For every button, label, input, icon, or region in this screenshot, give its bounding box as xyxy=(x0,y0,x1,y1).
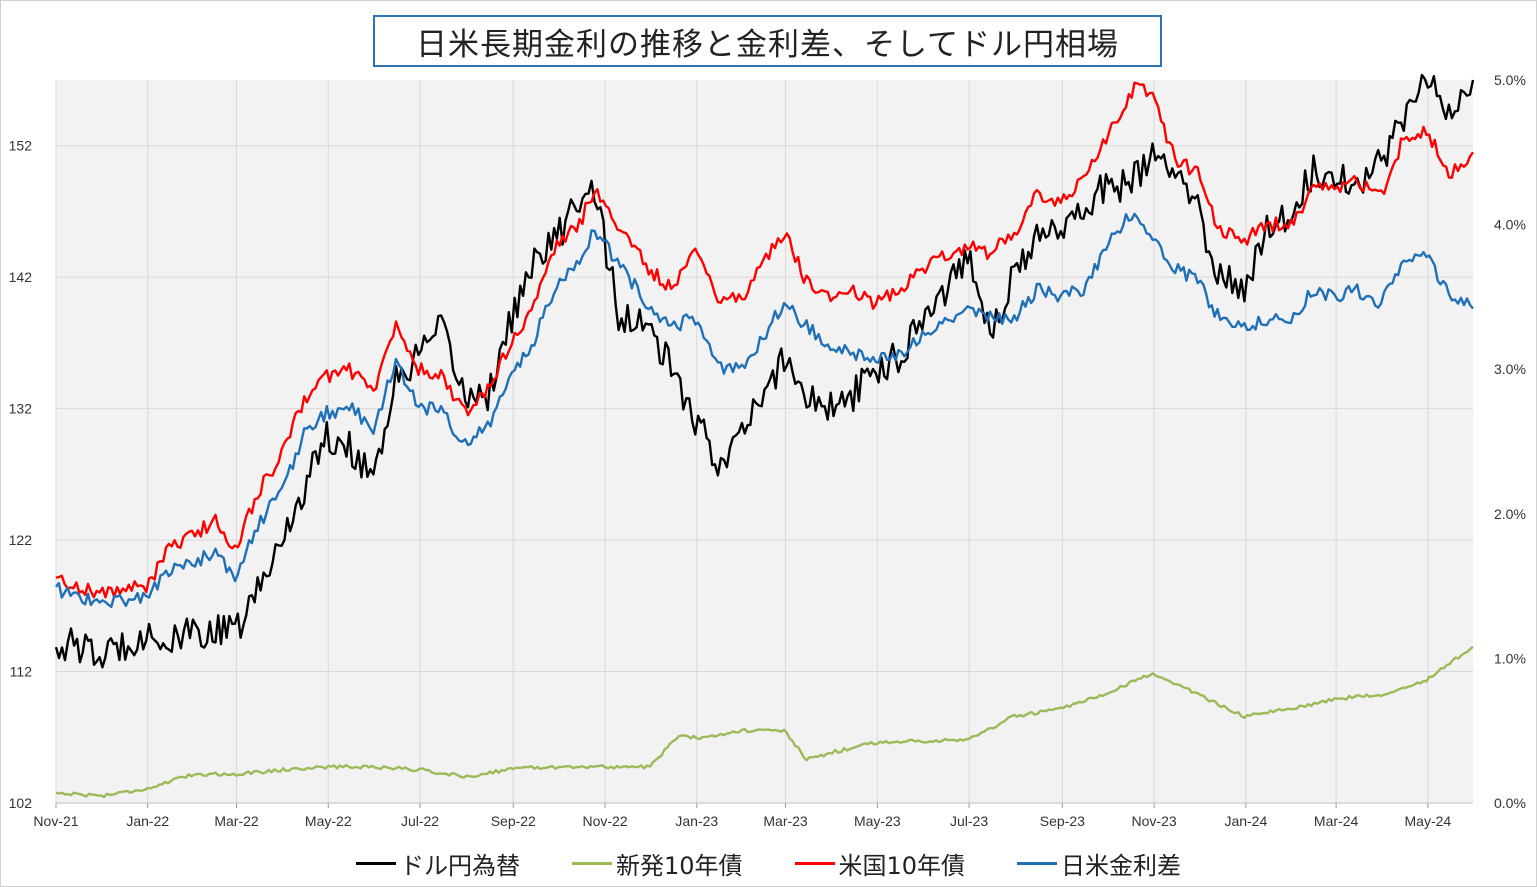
x-tick-label: Nov-21 xyxy=(33,813,78,829)
legend-label-jgb10y: 新発10年債 xyxy=(615,851,743,880)
legend-swatch-ust10y xyxy=(794,861,835,865)
legend-label-spread: 日米金利差 xyxy=(1061,851,1182,880)
x-tick-label: May-23 xyxy=(854,813,901,829)
x-tick-label: Jul-22 xyxy=(401,813,439,829)
x-tick-label: Jan-23 xyxy=(675,813,718,829)
series-line-1 xyxy=(55,645,1474,799)
y-left-tick-label: 122 xyxy=(9,532,33,548)
y-left-tick-label: 152 xyxy=(9,138,33,154)
legend-swatch-jgb10y xyxy=(571,861,612,865)
legend-item-spread: 日米金利差 xyxy=(1017,846,1181,881)
legend-item-ust10y: 米国10年債 xyxy=(794,846,966,881)
y-right-tick-label: 2.0% xyxy=(1494,506,1526,522)
x-tick-label: Mar-24 xyxy=(1314,813,1359,829)
title-box: 日米長期金利の推移と金利差、そしてドル円相場 xyxy=(373,15,1162,67)
x-tick-label: May-24 xyxy=(1405,813,1452,829)
x-tick-label: Sep-22 xyxy=(491,813,536,829)
x-tick-label: Mar-23 xyxy=(763,813,808,829)
legend-label-usdjpy: ドル円為替 xyxy=(399,851,520,880)
x-tick-label: Nov-23 xyxy=(1132,813,1177,829)
legend-label-ust10y: 米国10年債 xyxy=(838,851,966,880)
chart-title: 日米長期金利の推移と金利差、そしてドル円相場 xyxy=(415,26,1120,63)
x-tick-label: Nov-22 xyxy=(582,813,627,829)
axis-labels: Nov-21 Jan-22 Mar-22 May-22 Jul-22 Sep-22 Nov-… xyxy=(9,72,1526,829)
x-tick-label: Mar-22 xyxy=(214,813,259,829)
y-right-tick-label: 0.0% xyxy=(1494,795,1526,811)
y-left-tick-label: 102 xyxy=(9,795,33,811)
series-lines xyxy=(54,73,1475,799)
y-left-tick-label: 132 xyxy=(9,401,33,417)
y-left-tick-label: 142 xyxy=(9,269,33,285)
y-right-tick-label: 5.0% xyxy=(1494,72,1526,88)
y-right-tick-label: 3.0% xyxy=(1494,361,1526,377)
grid-lines xyxy=(55,80,1473,804)
x-tick-label: Jan-22 xyxy=(126,813,169,829)
x-tick-label: Jan-24 xyxy=(1224,813,1267,829)
series-line-0 xyxy=(54,73,1475,669)
y-right-tick-label: 4.0% xyxy=(1494,217,1526,233)
legend-item-usdjpy: ドル円為替 xyxy=(355,846,520,881)
x-tick-label: Sep-23 xyxy=(1040,813,1085,829)
series-line-2 xyxy=(55,81,1474,599)
y-right-tick-label: 1.0% xyxy=(1494,650,1526,666)
series-line-3 xyxy=(55,212,1474,608)
x-tick-label: Jul-23 xyxy=(950,813,988,829)
plot-area xyxy=(56,80,1473,803)
legend-swatch-usdjpy xyxy=(355,861,396,865)
legend-swatch-spread xyxy=(1017,861,1058,865)
x-tick-label: May-22 xyxy=(305,813,352,829)
legend: ドル円為替 新発10年債 米国10年債 日米金利差 xyxy=(0,845,1537,881)
y-left-tick-label: 112 xyxy=(10,664,33,680)
legend-item-jgb10y: 新発10年債 xyxy=(571,846,743,881)
